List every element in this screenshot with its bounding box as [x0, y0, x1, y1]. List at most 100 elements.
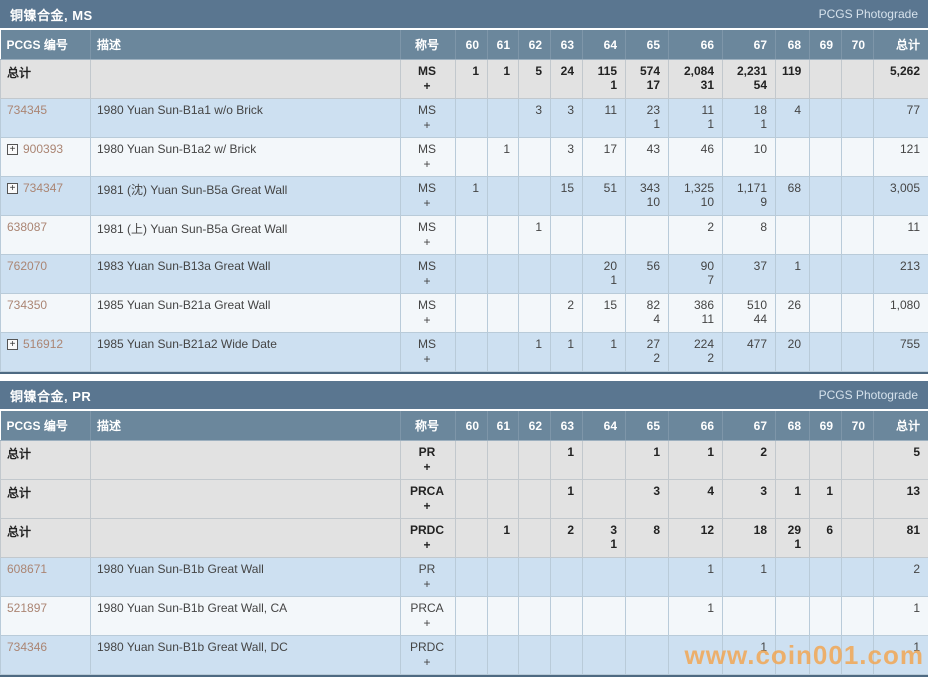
photograde-link[interactable]: PCGS Photograde — [819, 7, 918, 21]
grade-count: 23 — [632, 103, 660, 117]
grade-cell-60 — [456, 255, 488, 294]
designation-plus: + — [407, 118, 447, 133]
grade-cell-60 — [456, 636, 488, 675]
grade-cell-69 — [810, 60, 842, 99]
grade-cell-61 — [488, 441, 519, 480]
grade-cell-64: 15 — [583, 294, 626, 333]
grade-count: 224 — [675, 337, 714, 351]
col-header-designation: 称号 — [401, 30, 456, 60]
pcgs-number-link[interactable]: 734345 — [7, 103, 47, 117]
total-cell: 3,005 — [874, 177, 928, 216]
expand-icon[interactable]: + — [7, 339, 18, 350]
grade-count: 5 — [525, 64, 542, 78]
section-title: 铜镍合金, MS — [10, 5, 93, 24]
total-label: 总计 — [7, 447, 31, 461]
pcgs-number-link[interactable]: 762070 — [7, 259, 47, 273]
pcgs-number-link[interactable]: 516912 — [23, 337, 63, 351]
grade-cell-69: 1 — [810, 480, 842, 519]
expand-icon[interactable]: + — [7, 144, 18, 155]
grade-count: 2 — [557, 298, 574, 312]
pcgs-number-link[interactable]: 608671 — [7, 562, 47, 576]
col-header-grade-63: 63 — [551, 411, 583, 441]
photograde-link[interactable]: PCGS Photograde — [819, 388, 918, 402]
total-cell: 213 — [874, 255, 928, 294]
grade-count: 119 — [782, 64, 801, 78]
grade-cell-63 — [551, 597, 583, 636]
description-cell: 1980 Yuan Sun-B1b Great Wall, DC — [91, 636, 401, 675]
col-header-grade-64: 64 — [583, 30, 626, 60]
pcgs-number-link[interactable]: 734350 — [7, 298, 47, 312]
grade-cell-61 — [488, 255, 519, 294]
pcgs-number-link[interactable]: 638087 — [7, 220, 47, 234]
total-cell: 81 — [874, 519, 928, 558]
grade-count: 3 — [632, 484, 660, 498]
grade-cell-64 — [583, 441, 626, 480]
grade-cell-60 — [456, 294, 488, 333]
grade-count: 510 — [729, 298, 767, 312]
grade-count: 2,084 — [675, 64, 714, 78]
grade-cell-61 — [488, 480, 519, 519]
total-cell: 5 — [874, 441, 928, 480]
grade-plus-count: 1 — [589, 273, 617, 287]
col-header-grade-62: 62 — [519, 411, 551, 441]
grade-cell-68 — [776, 216, 810, 255]
description-cell: 1981 (沈) Yuan Sun-B5a Great Wall — [91, 177, 401, 216]
col-header-desc: 描述 — [91, 411, 401, 441]
grade-cell-69 — [810, 216, 842, 255]
description-cell: 1980 Yuan Sun-B1a2 w/ Brick — [91, 138, 401, 177]
grade-plus-count: 31 — [675, 78, 714, 92]
grade-cell-62 — [519, 177, 551, 216]
pcgs-number-link[interactable]: 734347 — [23, 181, 63, 195]
grade-count: 2 — [557, 523, 574, 537]
grade-cell-62 — [519, 558, 551, 597]
grade-count: 82 — [632, 298, 660, 312]
grade-cell-68 — [776, 597, 810, 636]
grade-count: 8 — [632, 523, 660, 537]
col-header-total: 总计 — [874, 411, 928, 441]
grade-cell-60 — [456, 519, 488, 558]
grade-cell-69 — [810, 99, 842, 138]
designation-name: PRDC — [407, 523, 447, 538]
grade-cell-61: 1 — [488, 60, 519, 99]
grade-count: 46 — [675, 142, 714, 156]
grade-count: 1 — [494, 523, 510, 537]
total-label: 总计 — [7, 525, 31, 539]
description-cell — [91, 60, 401, 99]
col-header-designation: 称号 — [401, 411, 456, 441]
grade-cell-62 — [519, 294, 551, 333]
grade-cell-68: 26 — [776, 294, 810, 333]
grade-cell-65 — [626, 216, 669, 255]
grade-plus-count: 1 — [632, 117, 660, 131]
grade-cell-65: 56 — [626, 255, 669, 294]
grade-cell-70 — [842, 177, 874, 216]
grade-count: 24 — [557, 64, 574, 78]
pcgs-number-link[interactable]: 734346 — [7, 640, 47, 654]
pcgs-number-link[interactable]: 900393 — [23, 142, 63, 156]
grade-cell-60 — [456, 216, 488, 255]
total-cell: 77 — [874, 99, 928, 138]
expand-icon[interactable]: + — [7, 183, 18, 194]
grade-count: 17 — [589, 142, 617, 156]
grade-plus-count: 9 — [729, 195, 767, 209]
grade-cell-65: 3 — [626, 480, 669, 519]
grade-cell-61 — [488, 558, 519, 597]
designation-name: PRCA — [407, 484, 447, 499]
col-header-total: 总计 — [874, 30, 928, 60]
description-cell: 1980 Yuan Sun-B1b Great Wall — [91, 558, 401, 597]
grade-count: 43 — [632, 142, 660, 156]
designation-plus: + — [407, 616, 447, 631]
grade-cell-61: 1 — [488, 519, 519, 558]
col-header-grade-60: 60 — [456, 411, 488, 441]
pcgs-number-link[interactable]: 521897 — [7, 601, 47, 615]
grade-cell-60 — [456, 99, 488, 138]
grade-count: 3 — [589, 523, 617, 537]
